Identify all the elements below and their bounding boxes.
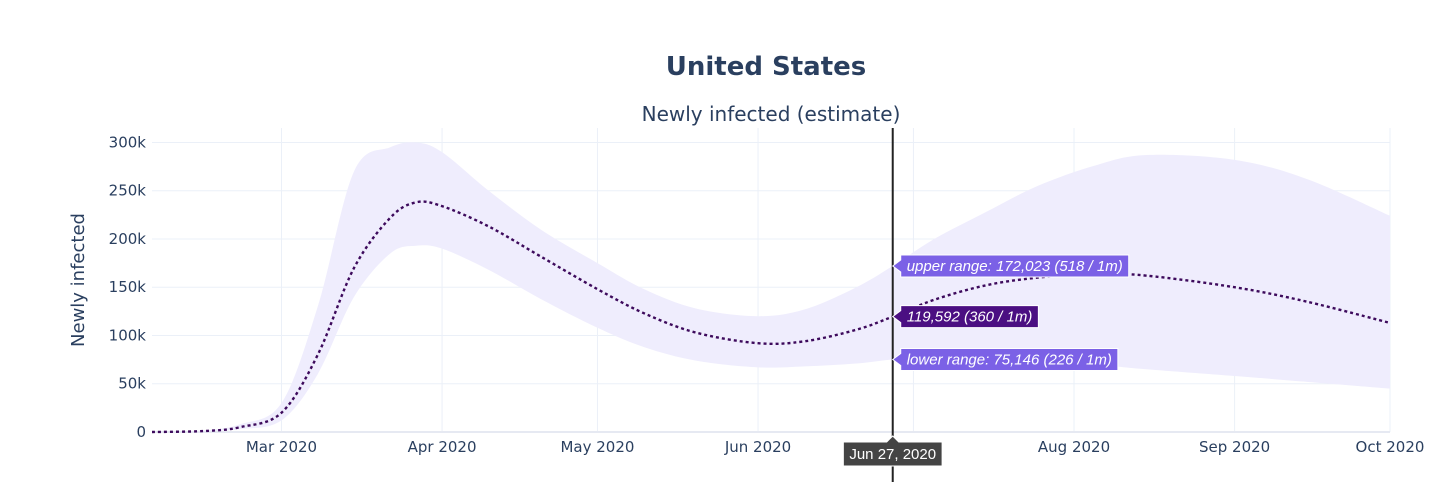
hover-lower-range-label: lower range: 75,146 (226 / 1m): [891, 347, 1119, 371]
x-tick-label: Apr 2020: [408, 438, 477, 456]
hover-x-label-box: [842, 435, 943, 467]
y-tick-label: 150k: [109, 278, 147, 296]
hover-value-label-text: 119,592 (360 / 1m): [907, 309, 1033, 326]
x-axis-ticks: Mar 2020 Apr 2020 May 2020 Jun 2020 Aug 2020…: [246, 438, 1425, 456]
y-tick-label: 300k: [109, 133, 147, 151]
y-axis-label: Newly infected: [68, 213, 89, 347]
hover-value-label: 119,592 (360 / 1m): [891, 305, 1039, 329]
x-tick-label: Aug 2020: [1038, 438, 1110, 456]
y-tick-label: 200k: [109, 230, 147, 248]
x-tick-label: Mar 2020: [246, 438, 317, 456]
x-tick-label: Jun 2020: [724, 438, 791, 456]
hover-upper-range-label-box: [891, 254, 1130, 278]
hover-upper-range-label-text: upper range: 172,023 (518 / 1m): [907, 258, 1123, 275]
y-axis-ticks: 0 50k 100k 150k 200k 250k 300k: [109, 133, 147, 441]
hover-lower-range-label-text: lower range: 75,146 (226 / 1m): [907, 351, 1112, 368]
y-tick-label: 0: [136, 423, 146, 441]
y-tick-label: 100k: [109, 326, 147, 344]
x-tick-label: May 2020: [560, 438, 634, 456]
hover-value-label-box: [891, 305, 1039, 329]
hover-lower-range-label-box: [891, 347, 1119, 371]
y-tick-label: 250k: [109, 182, 147, 200]
hover-x-label: Jun 27, 2020: [842, 435, 943, 467]
x-tick-label: Sep 2020: [1199, 438, 1270, 456]
chart-subtitle: Newly infected (estimate): [642, 102, 901, 126]
estimate-line-layer: [151, 200, 1391, 434]
hover-x-label-text: Jun 27, 2020: [849, 446, 936, 463]
y-tick-label: 50k: [118, 375, 146, 393]
estimate-line: [151, 200, 1391, 434]
hover-layer: upper range: 172,023 (518 / 1m) 119,592 (…: [842, 128, 1130, 482]
hover-upper-range-label: upper range: 172,023 (518 / 1m): [891, 254, 1130, 278]
x-tick-label: Oct 2020: [1356, 438, 1425, 456]
chart-title: United States: [666, 52, 867, 82]
